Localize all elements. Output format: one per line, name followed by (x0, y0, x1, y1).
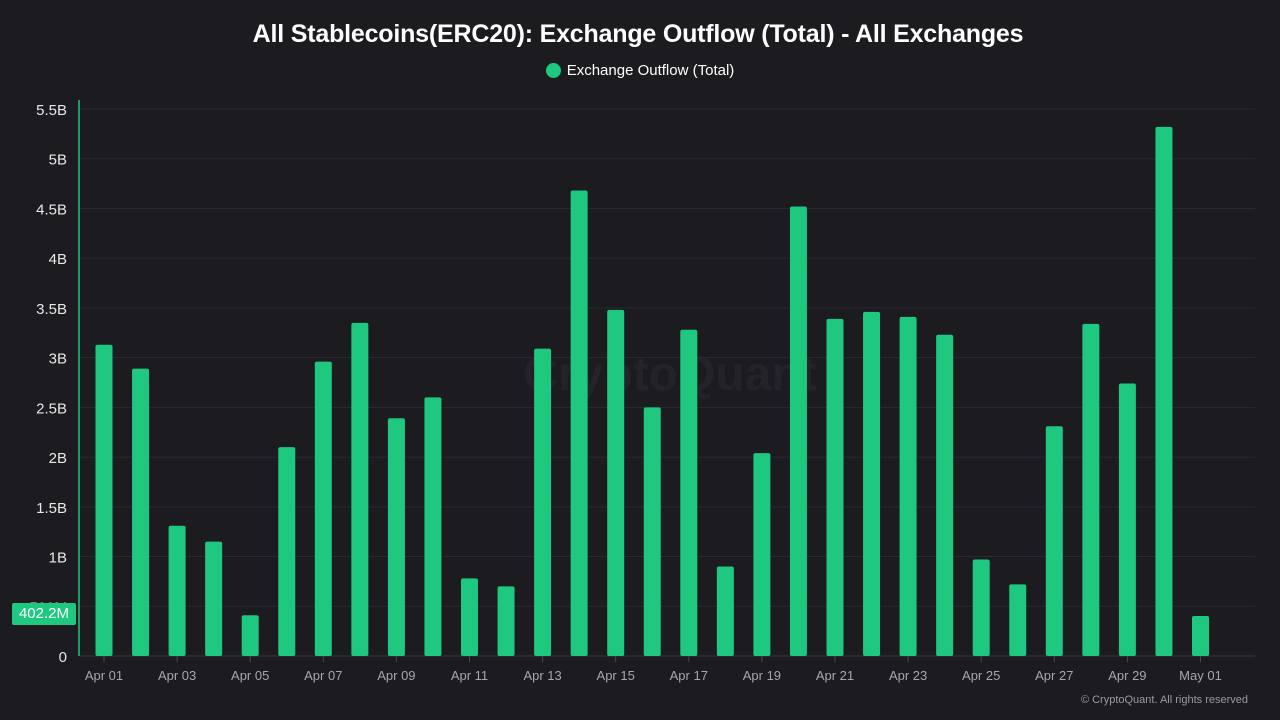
y-tick-label: 3.5B (36, 301, 67, 318)
y-tick-label: 2B (49, 450, 67, 467)
bar-apr-17[interactable] (680, 329, 698, 656)
legend-label: Exchange Outflow (Total) (566, 62, 735, 79)
bar-apr-22[interactable] (863, 311, 881, 656)
bar-apr-26[interactable] (1009, 584, 1027, 656)
bar-apr-20[interactable] (789, 206, 807, 656)
bar-apr-03[interactable] (168, 525, 186, 656)
bar-apr-06[interactable] (278, 447, 296, 656)
x-tick-label: Apr 01 (85, 668, 123, 683)
x-tick-label: Apr 29 (1108, 668, 1146, 683)
x-tick-label: Apr 21 (816, 668, 854, 683)
legend-dot-icon (545, 63, 561, 78)
x-tick-label: Apr 07 (304, 668, 342, 683)
x-axis-ticks: Apr 01 Apr 03 Apr 05 Apr 07 Apr 09 Apr 11 Apr … (85, 656, 1222, 683)
copyright-footer: © CryptoQuant. All rights reserved (1080, 694, 1248, 706)
x-tick-label: Apr 03 (158, 668, 196, 683)
x-tick-label: Apr 19 (743, 668, 781, 683)
bar-apr-27[interactable] (1045, 426, 1063, 656)
watermark: CryptoQuant (523, 348, 816, 401)
x-tick-label: Apr 27 (1035, 668, 1073, 683)
bar-apr-25[interactable] (972, 559, 990, 656)
bar-apr-28[interactable] (1082, 323, 1100, 656)
x-tick-label: Apr 05 (231, 668, 269, 683)
bar-apr-30[interactable] (1155, 126, 1173, 657)
y-tick-label: 5B (49, 152, 67, 169)
bar-apr-08[interactable] (351, 322, 369, 656)
x-tick-label: May 01 (1179, 668, 1222, 683)
bar-apr-13[interactable] (534, 348, 552, 656)
y-tick-label: 4.5B (36, 201, 67, 218)
bar-apr-04[interactable] (205, 541, 223, 656)
y-tick-label: 2.5B (36, 400, 67, 417)
bar-apr-16[interactable] (643, 407, 661, 656)
legend[interactable]: Exchange Outflow (Total) (0, 62, 1280, 79)
bar-apr-21[interactable] (826, 318, 844, 656)
bar-apr-29[interactable] (1118, 383, 1136, 656)
bar-apr-12[interactable] (497, 586, 515, 656)
x-tick-label: Apr 11 (451, 668, 488, 683)
bar-apr-02[interactable] (132, 368, 150, 656)
cursor-value-badge: 402.2M (12, 603, 76, 625)
bar-apr-10[interactable] (424, 397, 442, 656)
bar-apr-18[interactable] (716, 566, 734, 656)
bar-apr-01[interactable] (95, 344, 113, 656)
x-tick-label: Apr 23 (889, 668, 927, 683)
bar-apr-15[interactable] (607, 309, 625, 656)
x-tick-label: Apr 13 (523, 668, 561, 683)
bar-apr-11[interactable] (461, 578, 478, 656)
y-tick-label: 0 (59, 649, 67, 666)
bar-apr-09[interactable] (387, 418, 405, 656)
y-tick-label: 1.5B (36, 500, 67, 517)
bar-may-01[interactable] (1192, 615, 1209, 656)
bar-apr-07[interactable] (314, 361, 332, 656)
y-tick-label: 4B (49, 251, 67, 268)
x-tick-label: Apr 09 (377, 668, 415, 683)
y-tick-label: 5.5B (36, 102, 67, 119)
bar-apr-14[interactable] (570, 190, 588, 656)
y-tick-label: 1B (49, 550, 67, 567)
x-tick-label: Apr 17 (670, 668, 708, 683)
bars[interactable] (95, 126, 1210, 657)
bar-apr-23[interactable] (899, 316, 917, 656)
chart-title: All Stablecoins(ERC20): Exchange Outflow… (252, 20, 1024, 48)
y-tick-label: 3B (49, 351, 67, 368)
bar-apr-05[interactable] (241, 615, 259, 656)
x-tick-label: Apr 25 (962, 668, 1000, 683)
bar-apr-19[interactable] (753, 453, 771, 656)
bar-apr-24[interactable] (936, 334, 954, 656)
x-tick-label: Apr 15 (597, 668, 635, 683)
